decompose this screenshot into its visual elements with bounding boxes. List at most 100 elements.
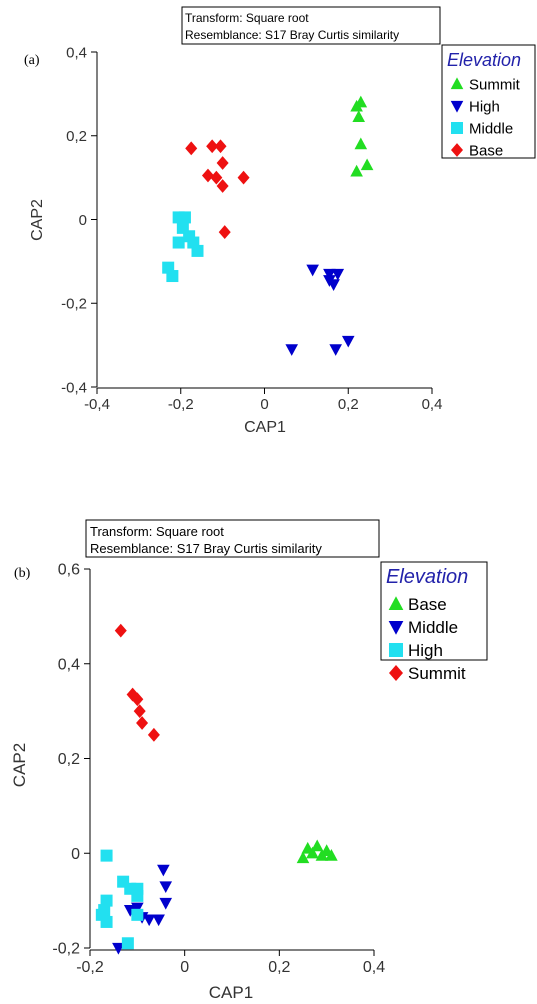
data-point-high [329,344,342,356]
legend-title: Elevation [386,566,468,588]
y-tick-label: 0,2 [58,751,80,768]
y-tick-label: 0,6 [58,562,80,579]
y-tick-label: -0,2 [61,296,87,313]
data-point-middle [123,905,137,917]
header-box [181,6,441,45]
y-axis-label: CAP2 [10,743,29,787]
x-tick-label: -0,2 [168,396,194,413]
data-point-summit [352,110,366,123]
legend-label: Middle [469,120,513,137]
legend-title: Elevation [447,50,521,70]
data-point-middle [172,236,185,249]
data-point-summit [360,158,374,171]
plot-area: -0,4 -0,2 0 0,2 0,4 -0,4 -0,2 0 0,2 0,4 [61,44,442,413]
data-point-summit [114,623,127,638]
header-box [85,519,380,558]
data-point-base [201,168,214,183]
data-point-middle [166,270,179,283]
legend-label: High [408,641,443,660]
data-point-base [218,225,231,239]
chart-panel-b: Transform: Square root Resemblance: S17 … [10,519,488,1002]
data-point-high [100,849,113,862]
y-tick-label: 0,4 [58,656,80,673]
y-tick-label: -0,2 [52,941,80,958]
data-point-middle [157,864,170,877]
transform-text: Transform: Square root [185,11,309,25]
data-point-base [306,846,319,859]
data-point-high [323,268,336,281]
data-point-base [325,849,338,861]
legend-marker-base [451,143,463,157]
data-point-high [341,335,355,348]
data-point-summit [354,95,368,108]
y-tick-label: 0 [71,846,80,863]
resemblance-text: Resemblance: S17 Bray Curtis similarity [185,28,399,42]
y-tick-label: 0,4 [66,44,87,61]
x-tick-label: 0,4 [363,959,385,976]
y-tick-label: -0,4 [61,379,87,396]
legend-label: Middle [408,618,458,637]
data-point-summit [350,164,363,177]
legend-label: Summit [469,76,521,93]
x-tick-label: 0 [180,959,189,976]
resemblance-text: Resemblance: S17 Bray Curtis similarity [90,541,322,556]
x-tick-label: 0,2 [338,396,359,413]
data-point-base [206,139,219,154]
data-point-high [285,344,299,356]
y-axis-label: CAP2 [29,199,46,241]
legend-marker-middle [388,621,404,635]
data-point-high [131,889,144,902]
x-axis-label: CAP1 [209,983,253,1002]
legend-label: Base [469,142,503,159]
data-point-high [100,915,113,928]
data-point-summit [131,692,144,707]
data-point-high [131,908,144,921]
data-point-summit [354,137,368,150]
legend-marker-high [389,643,403,657]
data-point-high [100,894,113,907]
x-tick-label: 0 [260,396,268,413]
x-tick-label: 0,4 [422,396,443,413]
data-point-high [121,937,134,950]
plot-area: -0,2 0 0,2 0,4 -0,2 0 0,2 0,4 0,6 [52,562,385,976]
x-tick-label: -0,4 [84,396,110,413]
legend-label: High [469,98,500,115]
legend-items: Summit High Middle Base [450,76,521,159]
legend-label: Base [408,595,447,614]
data-point-high [327,279,340,292]
data-point-high [331,268,345,281]
data-point-base [210,170,223,185]
data-point-middle [178,211,191,224]
x-axis-label: CAP1 [244,419,286,436]
data-point-base [214,139,227,154]
data-point-high [306,264,319,277]
y-tick-label: 0 [79,212,87,229]
legend-marker-base [388,596,404,610]
legend-marker-summit [389,664,403,682]
data-point-summit [136,716,149,730]
legend-marker-summit [450,77,464,90]
data-point-middle [152,914,165,927]
data-point-middle [191,244,204,257]
data-point-summit [133,704,146,719]
x-tick-label: 0,2 [268,959,290,976]
data-point-middle [112,942,125,955]
data-point-base [185,141,198,156]
legend-marker-middle [451,122,463,134]
y-tick-label: 0,2 [66,128,87,145]
data-point-summit [147,727,160,742]
data-point-base [296,851,310,864]
legend-label: Summit [408,664,466,683]
data-point-middle [159,881,173,894]
data-point-middle [159,897,173,910]
legend-marker-high [450,100,464,113]
data-point-base [310,839,324,852]
legend-items: Base Middle High Summit [388,595,466,683]
data-point-middle [142,914,156,927]
data-point-base [237,170,250,185]
data-point-base [216,179,229,193]
x-tick-label: -0,2 [76,959,104,976]
transform-text: Transform: Square root [90,524,224,539]
panel-label: (a) [24,53,40,68]
